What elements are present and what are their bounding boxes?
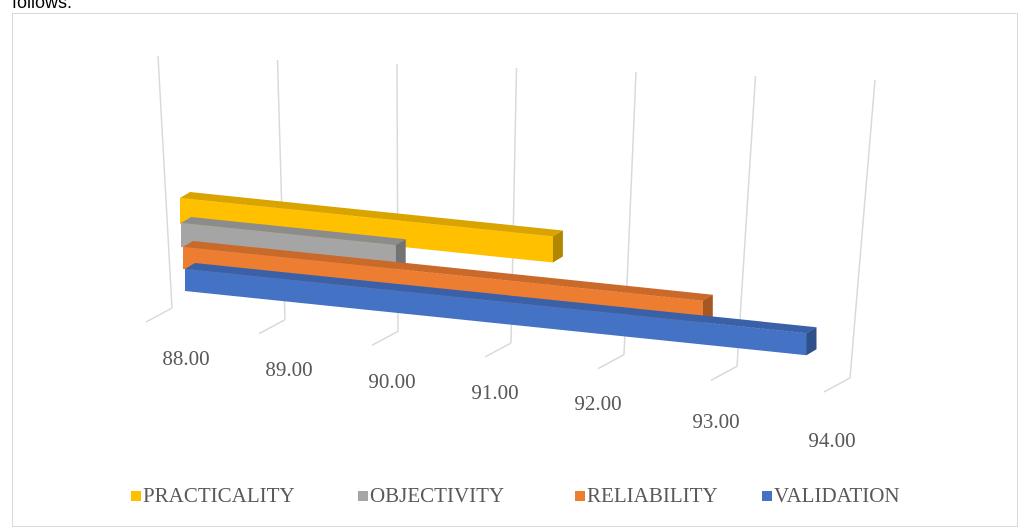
x-tick-label-0: 88.00 [162,346,209,370]
bar-end-objectivity [395,239,406,270]
x-tick-label-1: 89.00 [265,357,312,381]
legend-label-validation: VALIDATION [774,483,900,507]
gridlines [157,55,876,379]
bar-end-practicality [552,230,563,263]
legend-swatch-validation [762,491,772,501]
bar-top-practicality [180,192,563,237]
preceding-text: follows: [12,0,73,12]
legend: PRACTICALITY OBJECTIVITY RELIABILITY VALIDA… [131,483,900,507]
gridline-0 [157,55,173,309]
legend-label-objectivity: OBJECTIVITY [370,483,504,507]
bar-practicality [180,192,563,263]
x-tick-label-3: 91.00 [471,380,518,404]
legend-item-reliability: RELIABILITY [575,483,718,507]
x-tick-label-4: 92.00 [574,391,621,415]
x-tick-label-5: 93.00 [692,409,739,433]
bar-end-validation [806,327,817,356]
bar-front-validation [185,269,807,356]
legend-label-practicality: PRACTICALITY [143,483,295,507]
bar-validation [185,263,817,356]
x-tick-label-6: 94.00 [808,428,855,452]
floor-tick-1 [258,319,286,335]
legend-item-validation: VALIDATION [762,483,900,507]
gridline-5 [736,75,757,367]
floor-tick-5 [710,365,738,381]
bars [180,192,817,356]
floor-tick-0 [145,307,173,323]
legend-swatch-practicality [131,491,141,501]
legend-swatch-objectivity [358,491,368,501]
floor-tick-2 [371,330,399,346]
legend-swatch-reliability [575,491,585,501]
floor-tick-4 [597,354,625,370]
bar-front-practicality [180,198,553,263]
floor-tick-3 [484,342,512,358]
legend-item-practicality: PRACTICALITY [131,483,295,507]
bar-top-reliability [183,241,713,301]
bar-top-validation [185,263,817,334]
x-tick-label-2: 90.00 [368,369,415,393]
gridline-6 [849,79,876,379]
legend-label-reliability: RELIABILITY [587,483,718,507]
chart-frame [12,13,1018,527]
x-axis-ticks: 88.00 89.00 90.00 91.00 92.00 93.00 94.00 [145,307,856,452]
floor-tick-6 [823,377,851,393]
legend-item-objectivity: OBJECTIVITY [358,483,504,507]
bar-top-objectivity [181,217,406,246]
bar-end-reliability [702,294,713,323]
